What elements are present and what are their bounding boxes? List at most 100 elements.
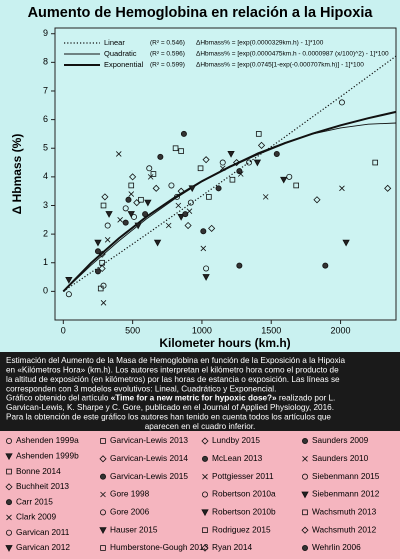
data-point [144, 199, 152, 207]
data-point [168, 182, 175, 189]
data-point [172, 145, 179, 152]
study-name: Rodriguez 2015 [212, 524, 271, 534]
study-name: Buchheit 2013 [16, 481, 69, 491]
data-point [203, 265, 210, 272]
legend-formula: ΔHbmass% = [exp(0.0745[1-exp(-0.000707km… [196, 62, 364, 69]
y-tick-label: 9 [43, 28, 48, 38]
data-point [280, 176, 288, 184]
data-point [138, 196, 144, 203]
data-point [180, 130, 187, 137]
data-point [293, 182, 299, 189]
data-point [219, 159, 226, 166]
study-marker [100, 473, 107, 480]
data-point [65, 277, 73, 284]
data-point [200, 245, 207, 252]
data-point [131, 213, 138, 220]
study-name: Garvican-Lewis 2015 [110, 471, 188, 481]
study-name: Siebenmann 2015 [312, 471, 380, 481]
data-point [255, 131, 262, 137]
study-name: Gore 2006 [110, 507, 150, 517]
data-point [115, 151, 122, 157]
data-point [219, 165, 226, 172]
data-point [122, 219, 129, 226]
study-marker [6, 499, 12, 506]
study-marker [301, 437, 308, 444]
data-point [128, 191, 135, 197]
data-point [208, 224, 216, 232]
chart-title: Aumento de Hemoglobina en relación a la … [28, 5, 374, 21]
data-point [200, 228, 207, 235]
study-name: Clark 2009 [16, 512, 57, 522]
y-tick-label: 4 [43, 171, 48, 181]
x-tick-label: 1500 [261, 325, 281, 335]
study-name: Bonne 2014 [16, 466, 61, 476]
study-name: Saunders 2009 [312, 435, 369, 445]
legend-r2: (R² = 0.599) [150, 62, 185, 69]
legend-label: Exponential [104, 60, 144, 69]
y-tick-label: 2 [43, 228, 48, 238]
studies-box [0, 431, 400, 559]
caption: Estimación del Aumento de la Masa de Hem… [6, 356, 346, 431]
data-point [133, 199, 141, 207]
study-marker [202, 473, 208, 480]
study-marker [202, 527, 208, 533]
data-point [227, 151, 235, 158]
data-point [117, 217, 123, 223]
study-name: Siebenmann 2012 [312, 489, 380, 499]
caption-text: realizado por L. [277, 394, 336, 403]
data-point [322, 262, 329, 269]
data-point [101, 193, 109, 201]
study-name: Wehrlin 2006 [312, 542, 361, 552]
data-point [202, 274, 210, 281]
legend-label: Linear [104, 38, 125, 47]
data-point [202, 156, 210, 164]
legend-label: Quadratic [104, 49, 137, 58]
caption-line: corresponden con 3 modelos evolutivos: L… [6, 384, 276, 393]
data-point [94, 239, 102, 247]
study-name: Robertson 2010b [212, 507, 276, 517]
study-name: Robertson 2010a [212, 489, 276, 499]
x-tick-label: 0 [61, 325, 66, 335]
legend-r2: (R² = 0.546) [150, 40, 185, 47]
data-point [372, 159, 379, 166]
data-point [146, 165, 153, 172]
study-marker [100, 491, 106, 498]
fit-line [62, 110, 397, 293]
data-point [94, 268, 101, 275]
study-name: Garvican 2012 [16, 542, 70, 552]
study-marker [301, 545, 308, 552]
study-marker [201, 437, 209, 445]
y-axis-label: Δ Hbmass (%) [10, 134, 24, 215]
study-name: Saunders 2010 [312, 453, 369, 463]
study-name: Hauser 2015 [110, 524, 158, 534]
data-point [104, 222, 111, 229]
y-tick-label: 1 [43, 257, 48, 267]
study-marker [5, 545, 13, 552]
data-point [104, 237, 111, 243]
data-point [65, 291, 72, 298]
study-marker [5, 483, 13, 491]
data-point [237, 171, 244, 177]
caption-box [0, 352, 400, 431]
studies-legend: Ashenden 1999a Ashenden 1999b Bonne 2014 Bu… [5, 435, 380, 552]
study-name: Garvican-Lewis 2013 [110, 435, 188, 445]
data-point [187, 199, 194, 206]
data-point [99, 259, 105, 266]
data-point [236, 168, 243, 175]
study-name: Ryan 2014 [212, 542, 253, 552]
data-point [147, 174, 154, 180]
plot: 0 1 2 3 4 5 6 7 8 9 0 500 1000 1500 2000 Linear (R² = 0.… [43, 28, 397, 335]
data-point [177, 214, 185, 221]
study-marker [6, 514, 12, 521]
caption-line: Para la obtención de este gráfico los au… [6, 413, 331, 422]
study-marker [201, 509, 209, 517]
data-point [100, 282, 107, 289]
study-marker [201, 455, 208, 462]
study-marker [301, 491, 309, 499]
data-point [384, 184, 392, 192]
data-point [177, 187, 185, 195]
study-name: Garvican-Lewis 2014 [110, 453, 188, 463]
legend-formula: ΔHbmass% = [exp(0.0000475km.h - 0.000098… [196, 51, 389, 58]
data-point [236, 262, 243, 269]
study-marker [201, 544, 209, 552]
